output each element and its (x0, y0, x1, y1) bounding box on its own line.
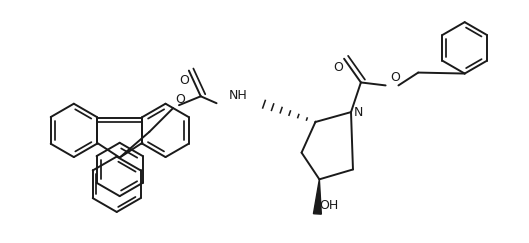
Text: O: O (179, 74, 189, 87)
Text: O: O (175, 93, 185, 106)
Text: O: O (333, 61, 343, 74)
Text: N: N (354, 106, 363, 119)
Text: O: O (390, 71, 400, 84)
Text: NH: NH (229, 89, 247, 102)
Polygon shape (314, 179, 321, 214)
Text: OH: OH (320, 199, 339, 212)
